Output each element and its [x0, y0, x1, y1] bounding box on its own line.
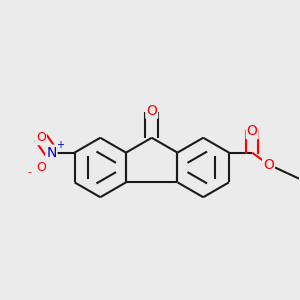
Text: O: O [247, 124, 258, 138]
Text: +: + [56, 140, 64, 150]
Text: O: O [36, 161, 46, 174]
Text: N: N [46, 146, 56, 160]
Text: O: O [36, 131, 46, 144]
Text: -: - [28, 167, 32, 177]
Text: O: O [263, 158, 274, 172]
Text: O: O [146, 104, 157, 118]
